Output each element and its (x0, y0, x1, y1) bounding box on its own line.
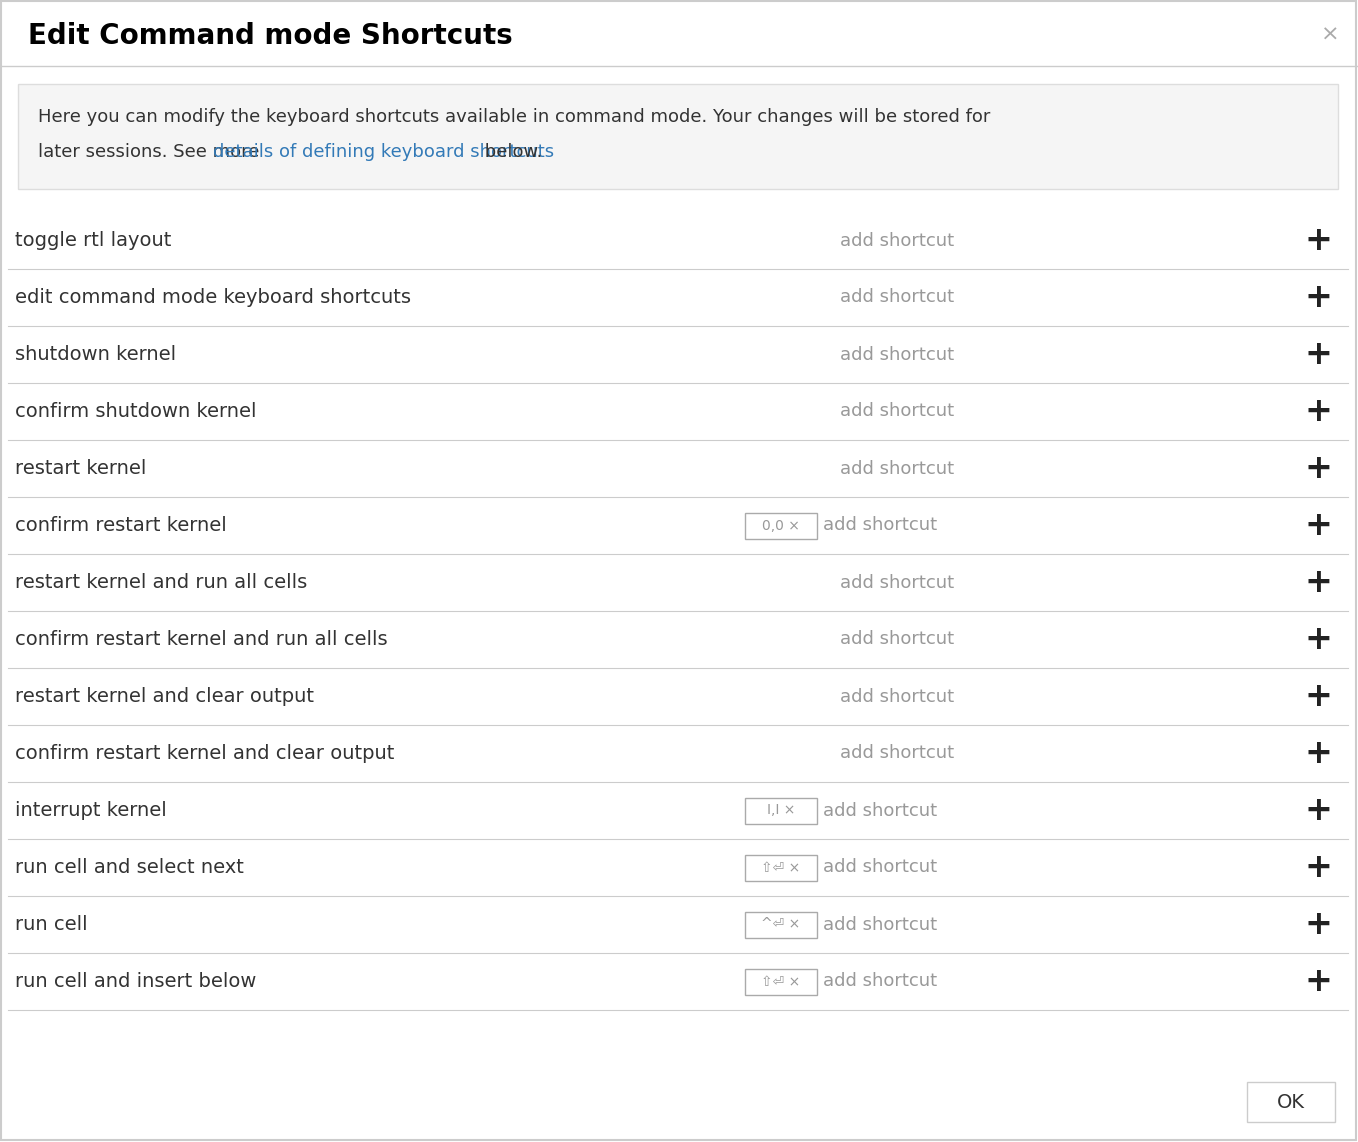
Text: confirm shutdown kernel: confirm shutdown kernel (15, 402, 257, 421)
FancyBboxPatch shape (746, 854, 818, 880)
Text: Here you can modify the keyboard shortcuts available in command mode. Your chang: Here you can modify the keyboard shortcu… (38, 108, 990, 126)
Text: I,I ×: I,I × (767, 804, 796, 818)
Text: add shortcut: add shortcut (823, 916, 937, 933)
FancyBboxPatch shape (1247, 1081, 1335, 1121)
Text: add shortcut: add shortcut (841, 402, 955, 420)
Text: shutdown kernel: shutdown kernel (15, 345, 177, 364)
Text: OK: OK (1277, 1093, 1305, 1111)
Text: restart kernel and clear output: restart kernel and clear output (15, 687, 314, 706)
Text: +: + (1304, 281, 1332, 314)
Text: add shortcut: add shortcut (841, 573, 955, 592)
Text: interrupt kernel: interrupt kernel (15, 801, 167, 820)
Text: ⇧⏎ ×: ⇧⏎ × (762, 861, 801, 875)
FancyBboxPatch shape (746, 513, 818, 539)
Text: ×: × (1321, 25, 1339, 45)
Text: confirm restart kernel and clear output: confirm restart kernel and clear output (15, 743, 394, 763)
Text: toggle rtl layout: toggle rtl layout (15, 231, 171, 250)
Text: +: + (1304, 851, 1332, 884)
Text: +: + (1304, 509, 1332, 542)
Text: run cell and select next: run cell and select next (15, 858, 244, 877)
FancyBboxPatch shape (746, 911, 818, 938)
Text: +: + (1304, 794, 1332, 827)
Text: run cell: run cell (15, 915, 88, 934)
Text: add shortcut: add shortcut (841, 289, 955, 306)
Text: +: + (1304, 566, 1332, 600)
Text: ⇧⏎ ×: ⇧⏎ × (762, 974, 801, 989)
Text: +: + (1304, 965, 1332, 998)
Text: +: + (1304, 395, 1332, 428)
Text: edit command mode keyboard shortcuts: edit command mode keyboard shortcuts (15, 288, 411, 307)
Text: +: + (1304, 452, 1332, 485)
Text: add shortcut: add shortcut (823, 802, 937, 820)
Text: +: + (1304, 338, 1332, 371)
Text: run cell and insert below: run cell and insert below (15, 972, 257, 991)
Text: 0,0 ×: 0,0 × (762, 518, 800, 532)
FancyBboxPatch shape (746, 968, 818, 995)
Text: add shortcut: add shortcut (841, 745, 955, 763)
FancyBboxPatch shape (746, 797, 818, 823)
Text: +: + (1304, 624, 1332, 656)
Text: add shortcut: add shortcut (823, 516, 937, 534)
Text: confirm restart kernel: confirm restart kernel (15, 516, 227, 534)
Text: later sessions. See more: later sessions. See more (38, 143, 265, 161)
Text: confirm restart kernel and run all cells: confirm restart kernel and run all cells (15, 630, 387, 649)
Text: +: + (1304, 908, 1332, 941)
Text: below.: below. (479, 143, 542, 161)
Text: add shortcut: add shortcut (841, 630, 955, 649)
FancyBboxPatch shape (18, 85, 1338, 188)
Text: add shortcut: add shortcut (841, 459, 955, 477)
Text: restart kernel and run all cells: restart kernel and run all cells (15, 573, 307, 592)
Text: add shortcut: add shortcut (841, 232, 955, 249)
Text: +: + (1304, 737, 1332, 770)
Text: add shortcut: add shortcut (841, 687, 955, 706)
Text: add shortcut: add shortcut (841, 346, 955, 363)
Text: add shortcut: add shortcut (823, 859, 937, 877)
Text: add shortcut: add shortcut (823, 973, 937, 990)
Text: ^⏎ ×: ^⏎ × (762, 917, 801, 932)
Text: Edit Command mode Shortcuts: Edit Command mode Shortcuts (29, 22, 513, 50)
Text: +: + (1304, 224, 1332, 257)
Text: +: + (1304, 679, 1332, 713)
Text: details of defining keyboard shortcuts: details of defining keyboard shortcuts (213, 143, 554, 161)
Text: restart kernel: restart kernel (15, 459, 147, 478)
